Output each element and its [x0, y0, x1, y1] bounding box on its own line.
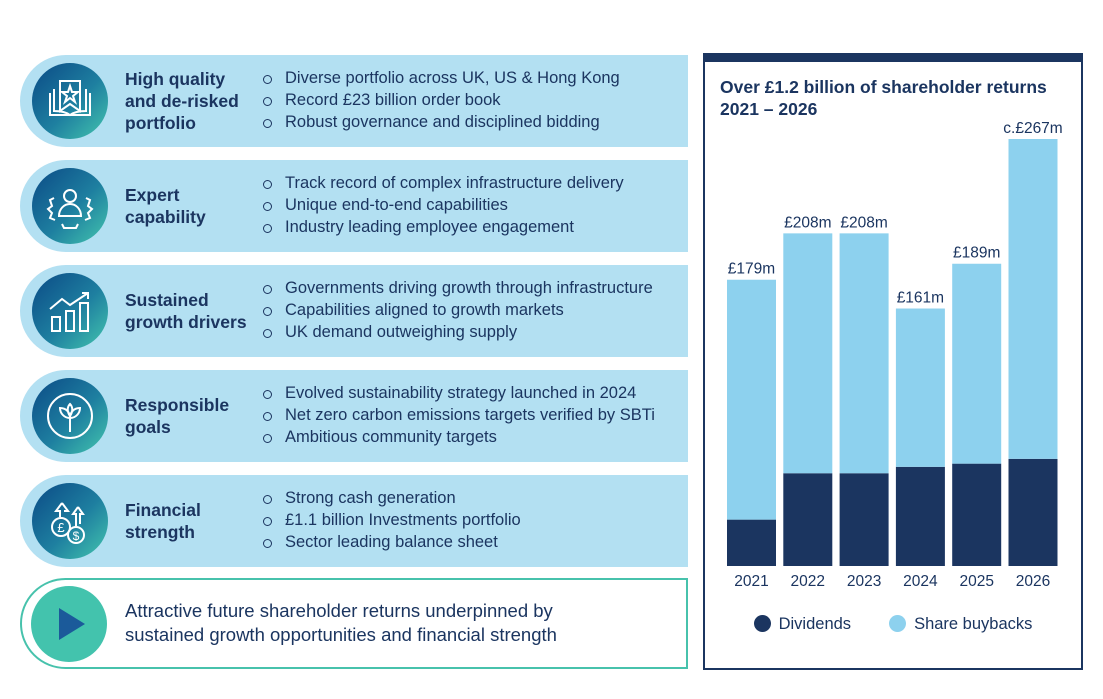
bullet-item: Capabilities aligned to growth markets	[263, 299, 653, 321]
pillar-title: High quality and de-risked portfolio	[125, 55, 260, 147]
data-label: £179m	[728, 261, 775, 278]
pillar-title-text: Responsible goals	[125, 395, 230, 437]
bar-share-buybacks-2024	[895, 308, 945, 467]
bar-share-buybacks-2022	[783, 233, 833, 474]
pillar-row: Responsible goals Evolved sustainability …	[20, 370, 688, 462]
pillar-row: £ $ Financial strength Strong cash generati…	[20, 475, 688, 567]
pillar-title-text: Expert capability	[125, 185, 206, 227]
bullet-item: UK demand outweighing supply	[263, 321, 653, 343]
bar-dividends-2024	[895, 466, 945, 566]
pillar-title-text: Sustained growth drivers	[125, 290, 247, 332]
data-label: £208m	[784, 214, 831, 231]
bullet-item: Sector leading balance sheet	[263, 531, 521, 553]
x-tick-label: 2021	[734, 573, 768, 590]
pillar-bullets: Evolved sustainability strategy launched…	[263, 382, 655, 448]
bar-share-buybacks-2026	[1008, 139, 1058, 459]
data-label: £189m	[953, 245, 1000, 262]
pillar-bullets: Strong cash generation £1.1 billion Inves…	[263, 487, 521, 553]
pillar-title: Responsible goals	[125, 370, 260, 462]
pillar-bullets: Track record of complex infrastructure d…	[263, 172, 624, 238]
pillar-row: Sustained growth drivers Governments driv…	[20, 265, 688, 357]
currency-arrows-icon: £$	[51, 502, 85, 544]
bar-dividends-2021	[727, 519, 776, 566]
bar-share-buybacks-2021	[727, 279, 776, 520]
chart-legend: Dividends Share buybacks	[705, 615, 1081, 634]
pillar-bullets: Diverse portfolio across UK, US & Hong K…	[263, 67, 620, 133]
book-star-icon	[49, 80, 91, 117]
bullet-item: Track record of complex infrastructure d…	[263, 172, 624, 194]
bullet-item: Industry leading employee engagement	[263, 216, 624, 238]
data-label: £161m	[897, 290, 944, 307]
x-tick-label: 2025	[959, 573, 993, 590]
pillar-title: Sustained growth drivers	[125, 265, 260, 357]
play-icon	[59, 608, 85, 640]
bullet-item: Unique end-to-end capabilities	[263, 194, 624, 216]
bullet-item: £1.1 billion Investments portfolio	[263, 509, 521, 531]
play-button[interactable]	[31, 586, 107, 662]
bullet-item: Diverse portfolio across UK, US & Hong K…	[263, 67, 620, 89]
pillar-title-text: Financial strength	[125, 500, 201, 542]
data-label: c.£267m	[1003, 120, 1062, 137]
data-label: £208m	[840, 214, 887, 231]
bar-dividends-2026	[1008, 458, 1058, 566]
returns-bar-chart: £179m 2021 £208m 2022 £208m 2023 £161m 2024 £189…	[727, 120, 1063, 590]
legend-swatch-buybacks	[889, 615, 907, 632]
pillar-title-text: High quality and de-risked portfolio	[125, 69, 239, 133]
pillar-icon-badge	[32, 63, 108, 139]
pillar-icon-badge	[32, 378, 108, 454]
bar-share-buybacks-2023	[839, 233, 889, 474]
leaf-icon	[47, 393, 93, 439]
summary-box: Attractive future shareholder returns un…	[20, 578, 688, 669]
bullet-item: Robust governance and disciplined biddin…	[263, 111, 620, 133]
bar-dividends-2022	[783, 473, 833, 566]
x-tick-label: 2024	[903, 573, 938, 590]
pillar-row: Expert capability Track record of complex…	[20, 160, 688, 252]
bullet-item: Evolved sustainability strategy launched…	[263, 382, 655, 404]
pillar-icon-badge	[32, 273, 108, 349]
growth-chart-icon	[49, 292, 89, 332]
legend-label: Share buybacks	[914, 615, 1033, 633]
bullet-item: Net zero carbon emissions targets verifi…	[263, 404, 655, 426]
bar-dividends-2023	[839, 473, 889, 566]
bar-dividends-2025	[952, 463, 1002, 566]
bar-share-buybacks-2025	[952, 263, 1002, 464]
legend-dividends: Dividends	[753, 615, 852, 634]
person-gear-icon	[46, 189, 94, 229]
x-tick-label: 2022	[791, 573, 825, 590]
pillar-bullets: Governments driving growth through infra…	[263, 277, 653, 343]
pillar-title: Expert capability	[125, 160, 260, 252]
legend-swatch-dividends	[753, 615, 771, 632]
x-tick-label: 2023	[847, 573, 881, 590]
pillar-icon-badge	[32, 168, 108, 244]
legend-label: Dividends	[778, 615, 852, 633]
bullet-item: Strong cash generation	[263, 487, 521, 509]
bullet-item: Record £23 billion order book	[263, 89, 620, 111]
pillar-icon-badge: £ $	[32, 483, 108, 559]
bullet-item: Ambitious community targets	[263, 426, 655, 448]
legend-buybacks: Share buybacks	[889, 615, 1032, 634]
bullet-item: Governments driving growth through infra…	[263, 277, 653, 299]
returns-chart-panel: Over £1.2 billion of shareholder returns…	[703, 53, 1083, 670]
pillar-title: Financial strength	[125, 475, 260, 567]
summary-text: Attractive future shareholder returns un…	[125, 600, 557, 645]
svg-text:$: $	[73, 529, 80, 543]
svg-text:£: £	[57, 520, 65, 535]
chart-title: Over £1.2 billion of shareholder returns…	[720, 77, 1047, 119]
x-tick-label: 2026	[1016, 573, 1050, 590]
pillar-row: High quality and de-risked portfolio Dive…	[20, 55, 688, 147]
